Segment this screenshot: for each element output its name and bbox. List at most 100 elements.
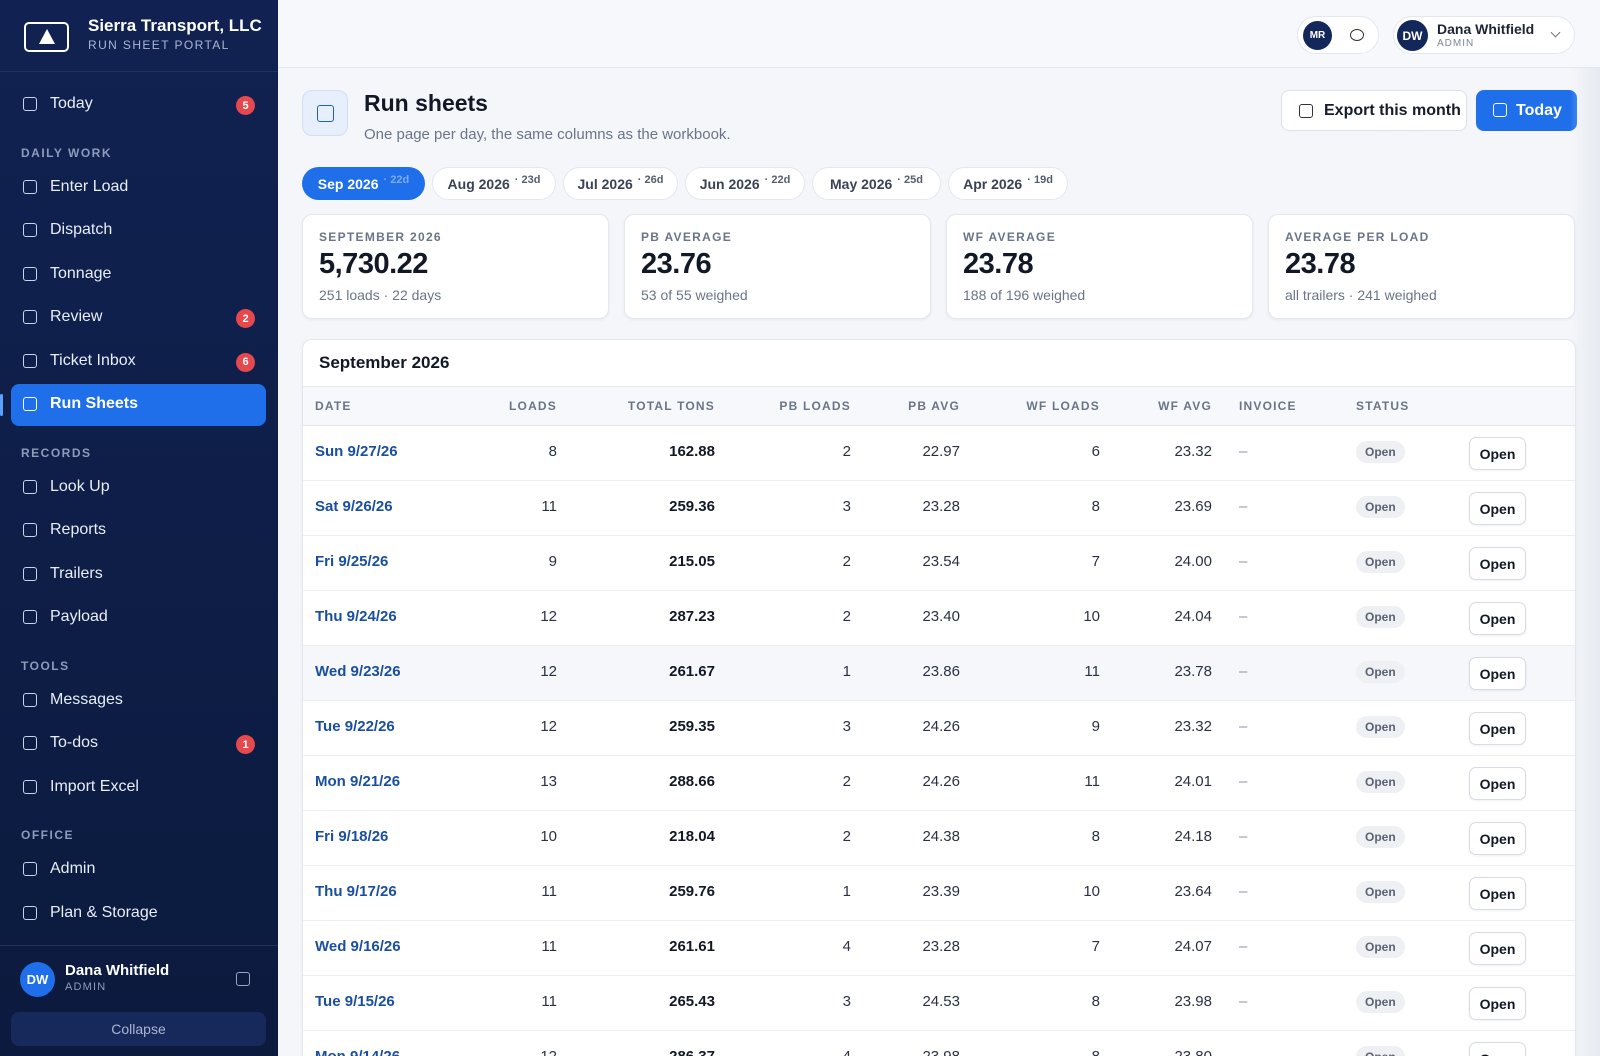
table-cell: –	[1239, 993, 1248, 1010]
nav-item[interactable]: Trailers	[11, 554, 266, 596]
nav-item[interactable]: Today 5	[11, 84, 266, 126]
date-link[interactable]: Sat 9/26/26	[315, 498, 393, 515]
nav-item[interactable]: Run Sheets	[0, 384, 266, 426]
user-name: Dana Whitfield	[65, 962, 170, 979]
table-cell: 3	[842, 718, 851, 735]
table-cell: –	[1239, 938, 1248, 955]
month-tab[interactable]: Jul 2026 · 26d	[563, 167, 678, 200]
date-link[interactable]: Mon 9/14/26	[315, 1048, 400, 1056]
table-cell: 12	[540, 1048, 557, 1056]
button-label: Export this month	[1324, 101, 1461, 119]
active-indicator	[0, 394, 3, 416]
today-button[interactable]: Today	[1476, 90, 1577, 131]
open-button[interactable]: Open	[1469, 987, 1526, 1020]
page-title: Run sheets	[364, 90, 488, 116]
table-cell: 4	[843, 1048, 851, 1056]
open-button[interactable]: Open	[1469, 932, 1526, 965]
chevron	[1550, 27, 1561, 38]
chip[interactable]: MR	[1303, 21, 1332, 50]
open-button[interactable]: Open	[1469, 767, 1526, 800]
nav-item[interactable]: Reports	[11, 510, 266, 552]
date-link[interactable]: Fri 9/18/26	[315, 828, 389, 845]
user-menu[interactable]: DW Dana Whitfield ADMIN	[1393, 16, 1575, 54]
nav-label: Messages	[50, 690, 123, 708]
open-button[interactable]: Open	[1469, 547, 1526, 580]
topbar	[278, 0, 1600, 68]
date-link[interactable]: Sun 9/27/26	[315, 443, 398, 460]
open-button[interactable]: Open	[1469, 492, 1526, 525]
open-button[interactable]: Open	[1469, 1042, 1526, 1056]
collapse-button[interactable]: Collapse	[11, 1012, 266, 1046]
date-link[interactable]: Wed 9/23/26	[315, 663, 401, 680]
nav-item[interactable]: Messages	[11, 680, 266, 722]
stat-value: 23.76	[641, 248, 712, 280]
icon[interactable]	[236, 972, 250, 986]
nav-label: Today	[50, 95, 93, 112]
month-tab[interactable]: Jun 2026 · 22d	[685, 167, 805, 200]
nav-label: Payload	[50, 608, 108, 625]
user-role: ADMIN	[1437, 38, 1475, 49]
status-pill: Open	[1356, 991, 1405, 1013]
stat-card: SEPTEMBER 2026 5,730.22 251 loads · 22 day…	[302, 214, 609, 319]
messages-icon[interactable]	[1350, 29, 1364, 41]
nav-label: Import Excel	[50, 777, 139, 795]
table-cell: 261.61	[669, 938, 715, 955]
logo-mark	[39, 29, 55, 44]
nav-label: Run Sheets	[50, 395, 139, 412]
nav-heading: DAILY WORK	[21, 145, 113, 160]
open-button[interactable]: Open	[1469, 657, 1526, 690]
nav-item[interactable]: Payload	[11, 597, 266, 639]
month-tab[interactable]: Sep 2026 · 22d	[302, 167, 425, 200]
date-link[interactable]: Tue 9/22/26	[315, 718, 395, 735]
nav-item[interactable]: Review 2	[11, 297, 266, 339]
date-link[interactable]: Fri 9/25/26	[315, 553, 389, 570]
date-link[interactable]: Mon 9/21/26	[315, 773, 401, 790]
page-subtitle: One page per day, the same columns as th…	[364, 126, 731, 143]
table-cell: 4	[842, 938, 851, 955]
open-button[interactable]: Open	[1469, 822, 1526, 855]
stat-card: AVERAGE PER LOAD 23.78 all trailers · 241 …	[1268, 214, 1575, 319]
stat-card: PB AVERAGE 23.76 53 of 55 weighed	[624, 214, 931, 319]
status-pill: Open	[1356, 496, 1405, 518]
stat-note: 188 of 196 weighed	[963, 287, 1086, 303]
month-days: · 22d	[383, 173, 410, 186]
nav-item[interactable]: Enter Load	[11, 167, 266, 209]
month-tab[interactable]: May 2026 · 25d	[812, 167, 941, 200]
column-header: PB LOADS	[779, 399, 851, 413]
open-button[interactable]: Open	[1469, 602, 1526, 635]
table-cell: 24.04	[1174, 608, 1212, 625]
date-link[interactable]: Tue 9/15/26	[315, 993, 395, 1010]
table-cell: 23.32	[1174, 443, 1212, 460]
open-button[interactable]: Open	[1469, 437, 1526, 470]
table-row	[303, 701, 1575, 756]
open-button[interactable]: Open	[1469, 877, 1526, 910]
status-pill: Open	[1356, 771, 1405, 793]
nav-item[interactable]: Admin	[11, 849, 266, 891]
nav-label: Review	[50, 308, 103, 325]
open-button[interactable]: Open	[1469, 712, 1526, 745]
table-cell: 2	[842, 608, 851, 625]
table-cell: 23.80	[1174, 1048, 1212, 1056]
nav-item[interactable]: Import Excel	[11, 767, 266, 809]
nav-item[interactable]: Tonnage	[11, 254, 266, 296]
month-tab[interactable]: Aug 2026 · 23d	[432, 167, 556, 200]
month-tab[interactable]: Apr 2026 · 19d	[948, 167, 1068, 200]
user-name: Dana Whitfield	[1437, 21, 1535, 37]
nav-badge: 6	[236, 352, 255, 372]
nav-item[interactable]: Look Up	[11, 467, 266, 509]
nav-item[interactable]: To-dos 1	[11, 723, 266, 765]
avatar: DW	[20, 962, 55, 997]
table-cell: –	[1239, 498, 1248, 515]
table-cell: 24.01	[1174, 773, 1212, 790]
table-cell: 23.28	[922, 498, 960, 515]
nav-item[interactable]: Dispatch	[11, 210, 266, 252]
date-link[interactable]: Wed 9/16/26	[315, 938, 401, 955]
icon	[23, 397, 37, 411]
nav-item[interactable]: Ticket Inbox 6	[11, 341, 266, 383]
table-cell: 11	[1084, 773, 1100, 790]
date-link[interactable]: Thu 9/17/26	[315, 883, 397, 900]
nav-item[interactable]: Plan & Storage	[11, 893, 266, 935]
export-button[interactable]: Export this month	[1281, 90, 1467, 131]
date-link[interactable]: Thu 9/24/26	[315, 608, 397, 625]
